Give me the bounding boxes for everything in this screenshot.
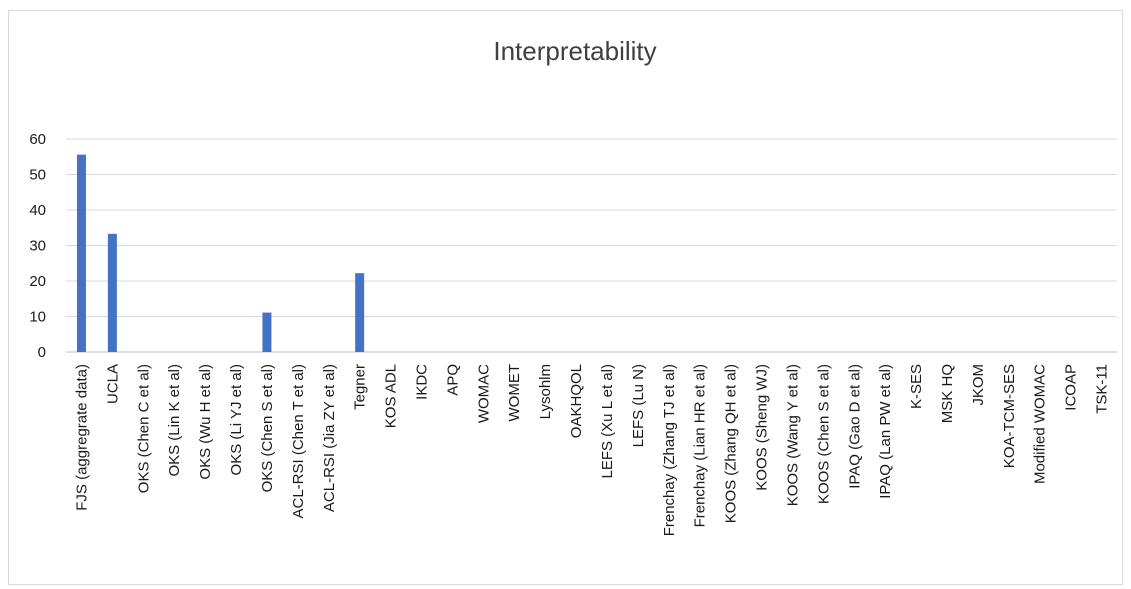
y-tick-label: 10	[29, 309, 46, 326]
x-category-label: UCLA	[104, 364, 121, 404]
x-category-label: Modified WOMAC	[1032, 364, 1049, 484]
x-category-label: IKDC	[413, 364, 430, 400]
x-category-label: IPAQ (Lan PW et al)	[877, 364, 894, 499]
x-category-label: ACL-RSI (Chen T et al)	[290, 364, 307, 519]
x-category-label: KOOS (Zhang QH et al)	[723, 364, 740, 523]
x-category-label: OKS (Li YJ et al)	[228, 364, 245, 475]
x-category-label: OKS (Chen S et al)	[259, 364, 276, 492]
x-category-label: FJS (aggregrate data)	[73, 364, 90, 511]
x-category-label: WOMAC	[475, 364, 492, 423]
chart-title: Interpretability	[493, 36, 656, 66]
x-category-label: Lysohlm	[537, 364, 554, 419]
x-category-label: OAKHQOL	[568, 364, 585, 438]
x-category-label: KOA-TCM-SES	[1001, 364, 1018, 468]
y-tick-label: 50	[29, 167, 46, 184]
x-category-label: IPAQ (Gao D et al)	[846, 364, 863, 489]
x-category-label: KOOS (Wang Y et al)	[784, 364, 801, 506]
x-category-label: LEFS (Lu N)	[630, 364, 647, 447]
chart-frame	[8, 10, 1123, 585]
x-category-label: ICOAP	[1063, 364, 1080, 411]
x-category-label: KOOS (Chen S et al)	[815, 364, 832, 504]
x-category-label: Frenchay (Zhang TJ et al)	[661, 364, 678, 536]
bars	[76, 154, 365, 352]
x-category-label: Tegner	[352, 364, 369, 410]
y-tick-label: 60	[29, 131, 46, 148]
y-tick-label: 20	[29, 273, 46, 290]
x-category-label: OKS (Chen C et al)	[135, 364, 152, 493]
bar	[355, 273, 365, 352]
x-category-label: TSK-11	[1094, 364, 1111, 414]
x-category-label: JKOM	[970, 364, 987, 406]
y-tick-label: 0	[38, 344, 46, 361]
y-axis-ticks: 0 10 20 30 40 50 60	[29, 131, 46, 361]
x-category-label: K-SES	[908, 364, 925, 409]
x-category-label: LEFS (Xu L et al)	[599, 364, 616, 479]
y-tick-label: 40	[29, 202, 46, 219]
y-tick-label: 30	[29, 238, 46, 255]
x-category-label: ACL-RSI (Jia ZY et al)	[321, 364, 338, 512]
x-category-label: KOS ADL	[383, 364, 400, 428]
x-axis-categories: FJS (aggregrate data) UCLA OKS (Chen C et …	[73, 364, 1110, 536]
x-category-label: WOMET	[506, 364, 523, 422]
x-category-label: Frenchay (Lian HR et al)	[692, 364, 709, 527]
bar	[76, 154, 86, 352]
x-category-label: OKS (Wu H et al)	[197, 364, 214, 480]
x-category-label: APQ	[444, 364, 461, 396]
gridlines	[66, 138, 1117, 353]
x-category-label: KOOS (Sheng WJ)	[754, 364, 771, 491]
x-category-label: OKS (Lin K et al)	[166, 364, 183, 477]
bar	[262, 312, 272, 352]
bar	[107, 233, 117, 352]
x-category-label: MSK HQ	[939, 364, 956, 423]
